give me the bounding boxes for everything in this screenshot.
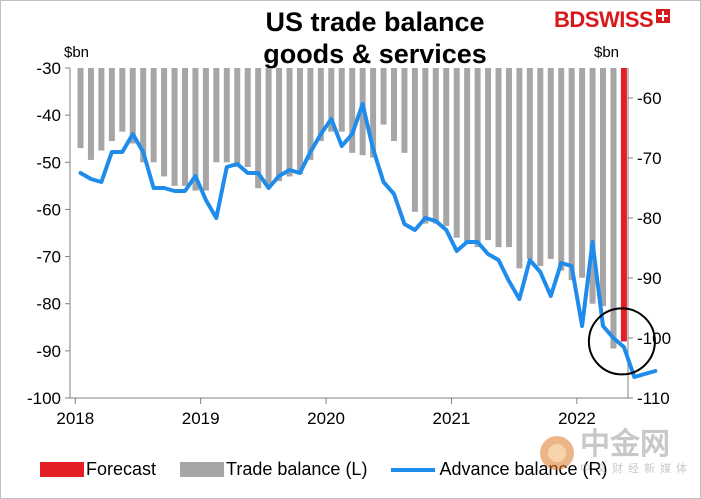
right-tick-label: -60: [637, 89, 662, 108]
left-tick-label: -70: [36, 248, 61, 267]
trade-balance-bar: [276, 68, 283, 182]
legend-swatch-trade-balance: [180, 462, 225, 477]
left-tick-label: -50: [36, 153, 61, 172]
trade-balance-bar: [296, 68, 303, 175]
legend-label-forecast: Forecast: [86, 459, 157, 479]
trade-balance-bar: [516, 68, 523, 269]
swiss-cross-icon: [656, 9, 671, 23]
trade-balance-bar: [411, 68, 418, 212]
trade-balance-bar: [558, 68, 565, 271]
trade-balance-bar: [380, 68, 387, 125]
trade-balance-bar: [161, 68, 168, 177]
left-tick-label: -100: [27, 389, 61, 408]
trade-balance-bar: [255, 68, 262, 189]
trade-balance-bar: [87, 68, 94, 160]
title-line-1: US trade balance: [265, 7, 485, 37]
left-axis-unit: $bn: [64, 44, 90, 61]
legend-swatch-forecast: [40, 462, 84, 477]
trade-balance-bar: [422, 68, 429, 224]
watermark-sub-text: 中文财经新媒体: [580, 462, 692, 475]
trade-balance-bar: [129, 68, 136, 144]
trade-balance-bar: [485, 68, 492, 241]
trade-balance-bar: [505, 68, 512, 248]
trade-balance-bar: [108, 68, 115, 142]
x-tick-label: 2021: [433, 409, 471, 428]
trade-balance-bar: [265, 68, 272, 186]
trade-balance-bar: [526, 68, 533, 259]
trade-balance-bar: [432, 68, 439, 224]
trade-balance-bar: [464, 68, 471, 243]
trade-balance-bar: [171, 68, 178, 186]
x-tick-label: 2019: [182, 409, 220, 428]
brand-logo: BDSWISS: [554, 6, 671, 34]
trade-balance-bar: [600, 68, 606, 307]
trade-balance-bar: [568, 68, 575, 281]
watermark-main-text: 中金网: [580, 427, 670, 462]
trade-balance-bar: [349, 68, 356, 153]
left-tick-label: -90: [36, 342, 61, 361]
left-tick-label: -80: [36, 295, 61, 314]
right-tick-label: -70: [637, 149, 662, 168]
trade-balance-bar: [401, 68, 408, 153]
trade-balance-bar: [453, 68, 460, 238]
forecast-bar: [620, 68, 627, 342]
brand-name: BDSWISS: [554, 7, 654, 32]
trade-balance-bar: [98, 68, 105, 151]
x-tick-label: 2020: [307, 409, 345, 428]
chart-title: US trade balance goods & services: [200, 6, 550, 70]
trade-balance-bar: [213, 68, 220, 163]
right-tick-label: -90: [637, 269, 662, 288]
trade-balance-bar: [140, 68, 147, 163]
trade-balance-bar: [391, 68, 397, 142]
trade-balance-bar: [495, 68, 502, 248]
trade-balance-bar: [589, 68, 596, 304]
trade-balance-bar: [610, 68, 617, 349]
right-axis-unit: $bn: [594, 44, 620, 61]
trade-balance-bar: [234, 68, 241, 167]
annotation-circle: [587, 307, 656, 376]
trade-balance-bar: [443, 68, 450, 226]
legend-swatch-advance-balance: [391, 467, 436, 472]
x-tick-label: 2022: [558, 409, 596, 428]
left-tick-label: -60: [36, 200, 61, 219]
x-tick-label: 2018: [56, 409, 94, 428]
trade-balance-bar: [317, 68, 324, 142]
watermark: 中金网 中文财经新媒体: [540, 430, 692, 476]
legend-item-trade-balance: Trade balance (L): [180, 459, 367, 480]
trade-balance-bar: [537, 68, 544, 266]
trade-balance-bar: [77, 68, 84, 149]
trade-balance-bar: [286, 68, 293, 177]
right-tick-label: -80: [637, 209, 662, 228]
trade-balance-bar: [370, 68, 377, 158]
trade-balance-bar: [328, 68, 335, 132]
trade-balance-bar: [307, 68, 314, 160]
trade-balance-bar: [579, 68, 586, 278]
trade-balance-bar: [244, 68, 251, 167]
trade-balance-bar: [150, 68, 157, 163]
trade-balance-bar: [182, 68, 188, 186]
legend-label-trade-balance: Trade balance (L): [226, 459, 368, 479]
trade-balance-bar: [474, 68, 481, 248]
trade-balance-bar: [223, 68, 230, 163]
trade-balance-bar: [119, 68, 126, 132]
trade-balance-bar: [338, 68, 345, 132]
legend: Forecast Trade balance (L) Advance balan…: [40, 459, 632, 480]
left-tick-label: -40: [36, 106, 61, 125]
title-line-2: goods & services: [263, 39, 487, 69]
trade-balance-bar: [202, 68, 209, 191]
trade-balance-bar: [547, 68, 554, 259]
legend-item-forecast: Forecast: [40, 459, 156, 480]
trade-balance-bar: [192, 68, 199, 191]
right-tick-label: -110: [637, 389, 670, 408]
watermark-logo-icon: [540, 436, 574, 470]
advance-balance-line: [78, 102, 658, 379]
left-tick-label: -30: [36, 59, 61, 78]
